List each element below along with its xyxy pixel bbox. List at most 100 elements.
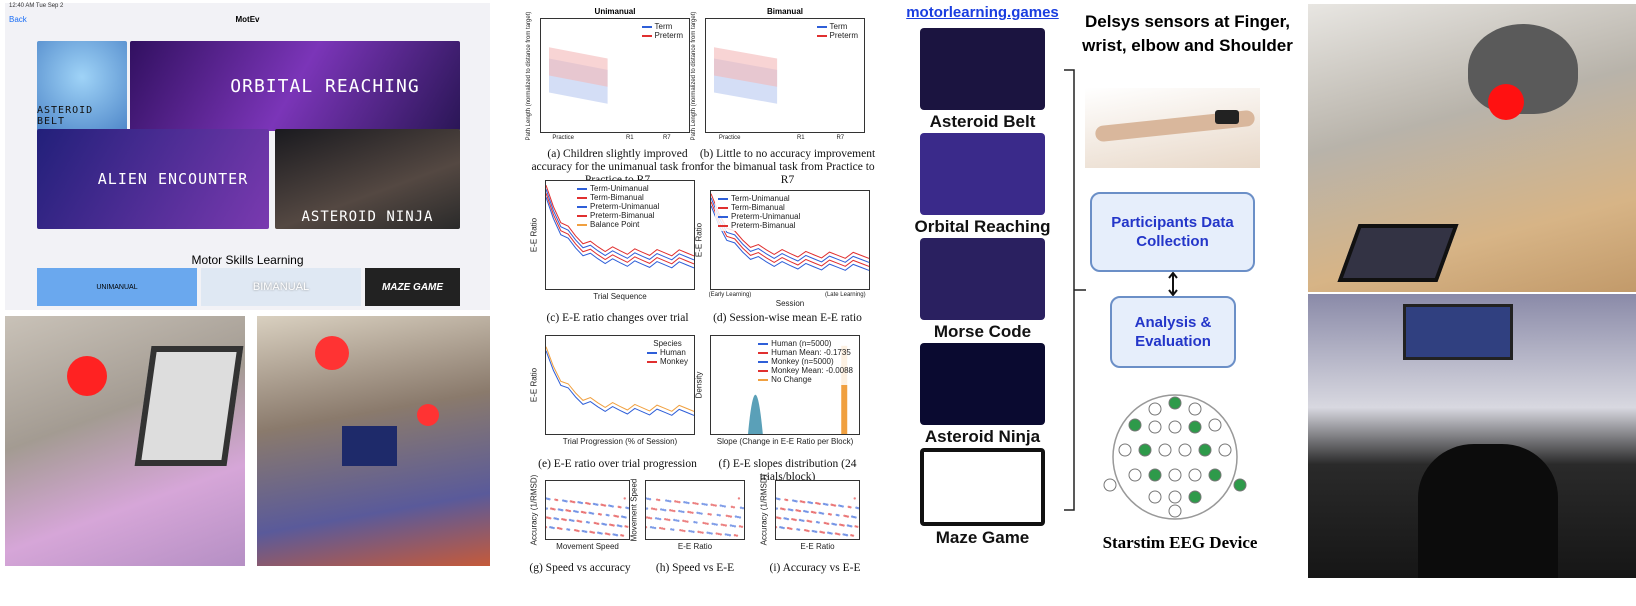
dot bbox=[733, 534, 737, 537]
eeg-map bbox=[1103, 394, 1247, 520]
dot bbox=[548, 498, 551, 501]
legend-entry: Term bbox=[816, 22, 858, 31]
dot bbox=[624, 516, 627, 519]
legend-entry: Human bbox=[646, 348, 688, 357]
dot bbox=[669, 500, 672, 503]
mode-button[interactable]: BIMANUAL bbox=[201, 268, 361, 306]
face-mask bbox=[67, 356, 107, 396]
legend-swatch bbox=[577, 223, 587, 226]
dot bbox=[577, 529, 580, 533]
caption: (b) Little to no accuracy improvement fo… bbox=[699, 148, 876, 186]
dot bbox=[649, 517, 653, 520]
dot bbox=[845, 534, 849, 537]
dot bbox=[731, 524, 735, 528]
legend-label: Preterm bbox=[829, 31, 858, 40]
dot bbox=[688, 529, 691, 533]
legend-swatch bbox=[758, 369, 769, 372]
step-box: Analysis & Evaluation bbox=[1110, 296, 1236, 368]
dot bbox=[672, 528, 675, 531]
chart-panel: Accuracy (1/RMSD) Movement Speed bbox=[530, 475, 630, 551]
dot bbox=[790, 527, 793, 531]
dot bbox=[736, 515, 740, 519]
games-link[interactable]: motorlearning.games bbox=[906, 4, 1059, 21]
dot bbox=[716, 513, 719, 517]
legend-swatch bbox=[758, 378, 769, 381]
dot bbox=[646, 526, 648, 529]
electrode bbox=[1208, 418, 1222, 432]
games-column: Asteroid Belt Orbital Reaching Morse Code A… bbox=[895, 0, 1070, 606]
electrode bbox=[1168, 468, 1182, 482]
dot bbox=[718, 514, 721, 517]
legend-swatch bbox=[577, 196, 587, 199]
game-tile[interactable]: ASTEROID BELT bbox=[37, 41, 127, 131]
dot bbox=[616, 515, 620, 518]
dot bbox=[741, 506, 744, 510]
legend-label: Human Mean: -0.1735 bbox=[771, 348, 851, 357]
electrode bbox=[1168, 504, 1182, 518]
dot bbox=[850, 525, 853, 528]
dot bbox=[849, 506, 852, 509]
legend-label: Term-Unimanual bbox=[731, 194, 790, 203]
game-tile[interactable]: ALIEN ENCOUNTER bbox=[37, 129, 269, 229]
dot bbox=[604, 523, 608, 526]
app-screen: 12:40 AM Tue Sep 2 Back MotEv ASTEROID B… bbox=[5, 3, 490, 310]
legend-entry: Balance Point bbox=[577, 220, 659, 229]
dot bbox=[588, 502, 591, 506]
x-axis-label: Movement Speed bbox=[556, 542, 619, 551]
y-axis-label: Accuracy (1/RMSD) bbox=[529, 474, 539, 546]
dot bbox=[686, 520, 689, 523]
chart-panel: Term-Unimanual Term-Bimanual Preterm-Unima… bbox=[530, 180, 695, 301]
electrode bbox=[1188, 468, 1202, 482]
mode-button[interactable]: MAZE GAME bbox=[365, 268, 460, 306]
x-axis-label: Trial Sequence bbox=[593, 292, 647, 301]
status-bar: 12:40 AM Tue Sep 2 bbox=[9, 3, 64, 9]
dot bbox=[732, 506, 736, 509]
chart-panel: Bimanual Term Preterm Path Length (normaliz… bbox=[691, 7, 865, 141]
back-button[interactable]: Back bbox=[9, 15, 27, 24]
electrode bbox=[1168, 420, 1182, 434]
electrode bbox=[1148, 490, 1162, 504]
dot bbox=[579, 520, 583, 523]
legend: Term-Unimanual Term-Bimanual Preterm-Unima… bbox=[715, 193, 804, 231]
dot bbox=[626, 525, 629, 528]
curve bbox=[711, 205, 869, 271]
band bbox=[714, 47, 778, 87]
legend-entry: Preterm-Unimanual bbox=[577, 202, 659, 211]
legend-label: Term bbox=[829, 22, 848, 31]
caption: (h) Speed vs E-E bbox=[655, 562, 735, 574]
dot bbox=[663, 517, 667, 521]
dot bbox=[778, 498, 781, 501]
dot bbox=[646, 507, 649, 510]
y-axis-label: E-E Ratio bbox=[694, 222, 704, 258]
caption: (i) Accuracy vs E-E bbox=[769, 562, 861, 574]
game-tile[interactable]: ORBITAL REACHING bbox=[130, 41, 460, 131]
dot bbox=[671, 509, 674, 512]
mode-button[interactable]: UNIMANUAL bbox=[37, 268, 197, 306]
dot bbox=[712, 503, 715, 507]
x-axis-label: E-E Ratio bbox=[800, 542, 835, 551]
x-tick-label: (Late Learning) bbox=[824, 292, 866, 298]
dot bbox=[683, 529, 686, 533]
legend-label: Preterm-Bimanual bbox=[590, 211, 655, 220]
game-tile[interactable]: ASTEROID NINJA bbox=[275, 129, 460, 229]
legend-entry: Preterm-Bimanual bbox=[577, 211, 659, 220]
dot bbox=[592, 531, 596, 534]
legend-entry: Term-Unimanual bbox=[577, 184, 659, 193]
dot bbox=[678, 501, 681, 504]
legend-swatch bbox=[816, 25, 827, 28]
person bbox=[1418, 444, 1558, 578]
head bbox=[1112, 394, 1238, 520]
game-thumb bbox=[920, 238, 1045, 320]
plot bbox=[546, 497, 629, 537]
curve bbox=[546, 185, 694, 257]
dot bbox=[670, 528, 673, 531]
legend-entry: Preterm-Unimanual bbox=[718, 212, 800, 221]
dot bbox=[738, 525, 742, 528]
sensor bbox=[1215, 110, 1239, 124]
dot bbox=[654, 517, 658, 520]
electrodes bbox=[1103, 396, 1247, 518]
legend-entry: Preterm bbox=[816, 31, 858, 40]
dot bbox=[738, 516, 742, 519]
dot bbox=[715, 532, 718, 535]
plot bbox=[714, 47, 778, 104]
